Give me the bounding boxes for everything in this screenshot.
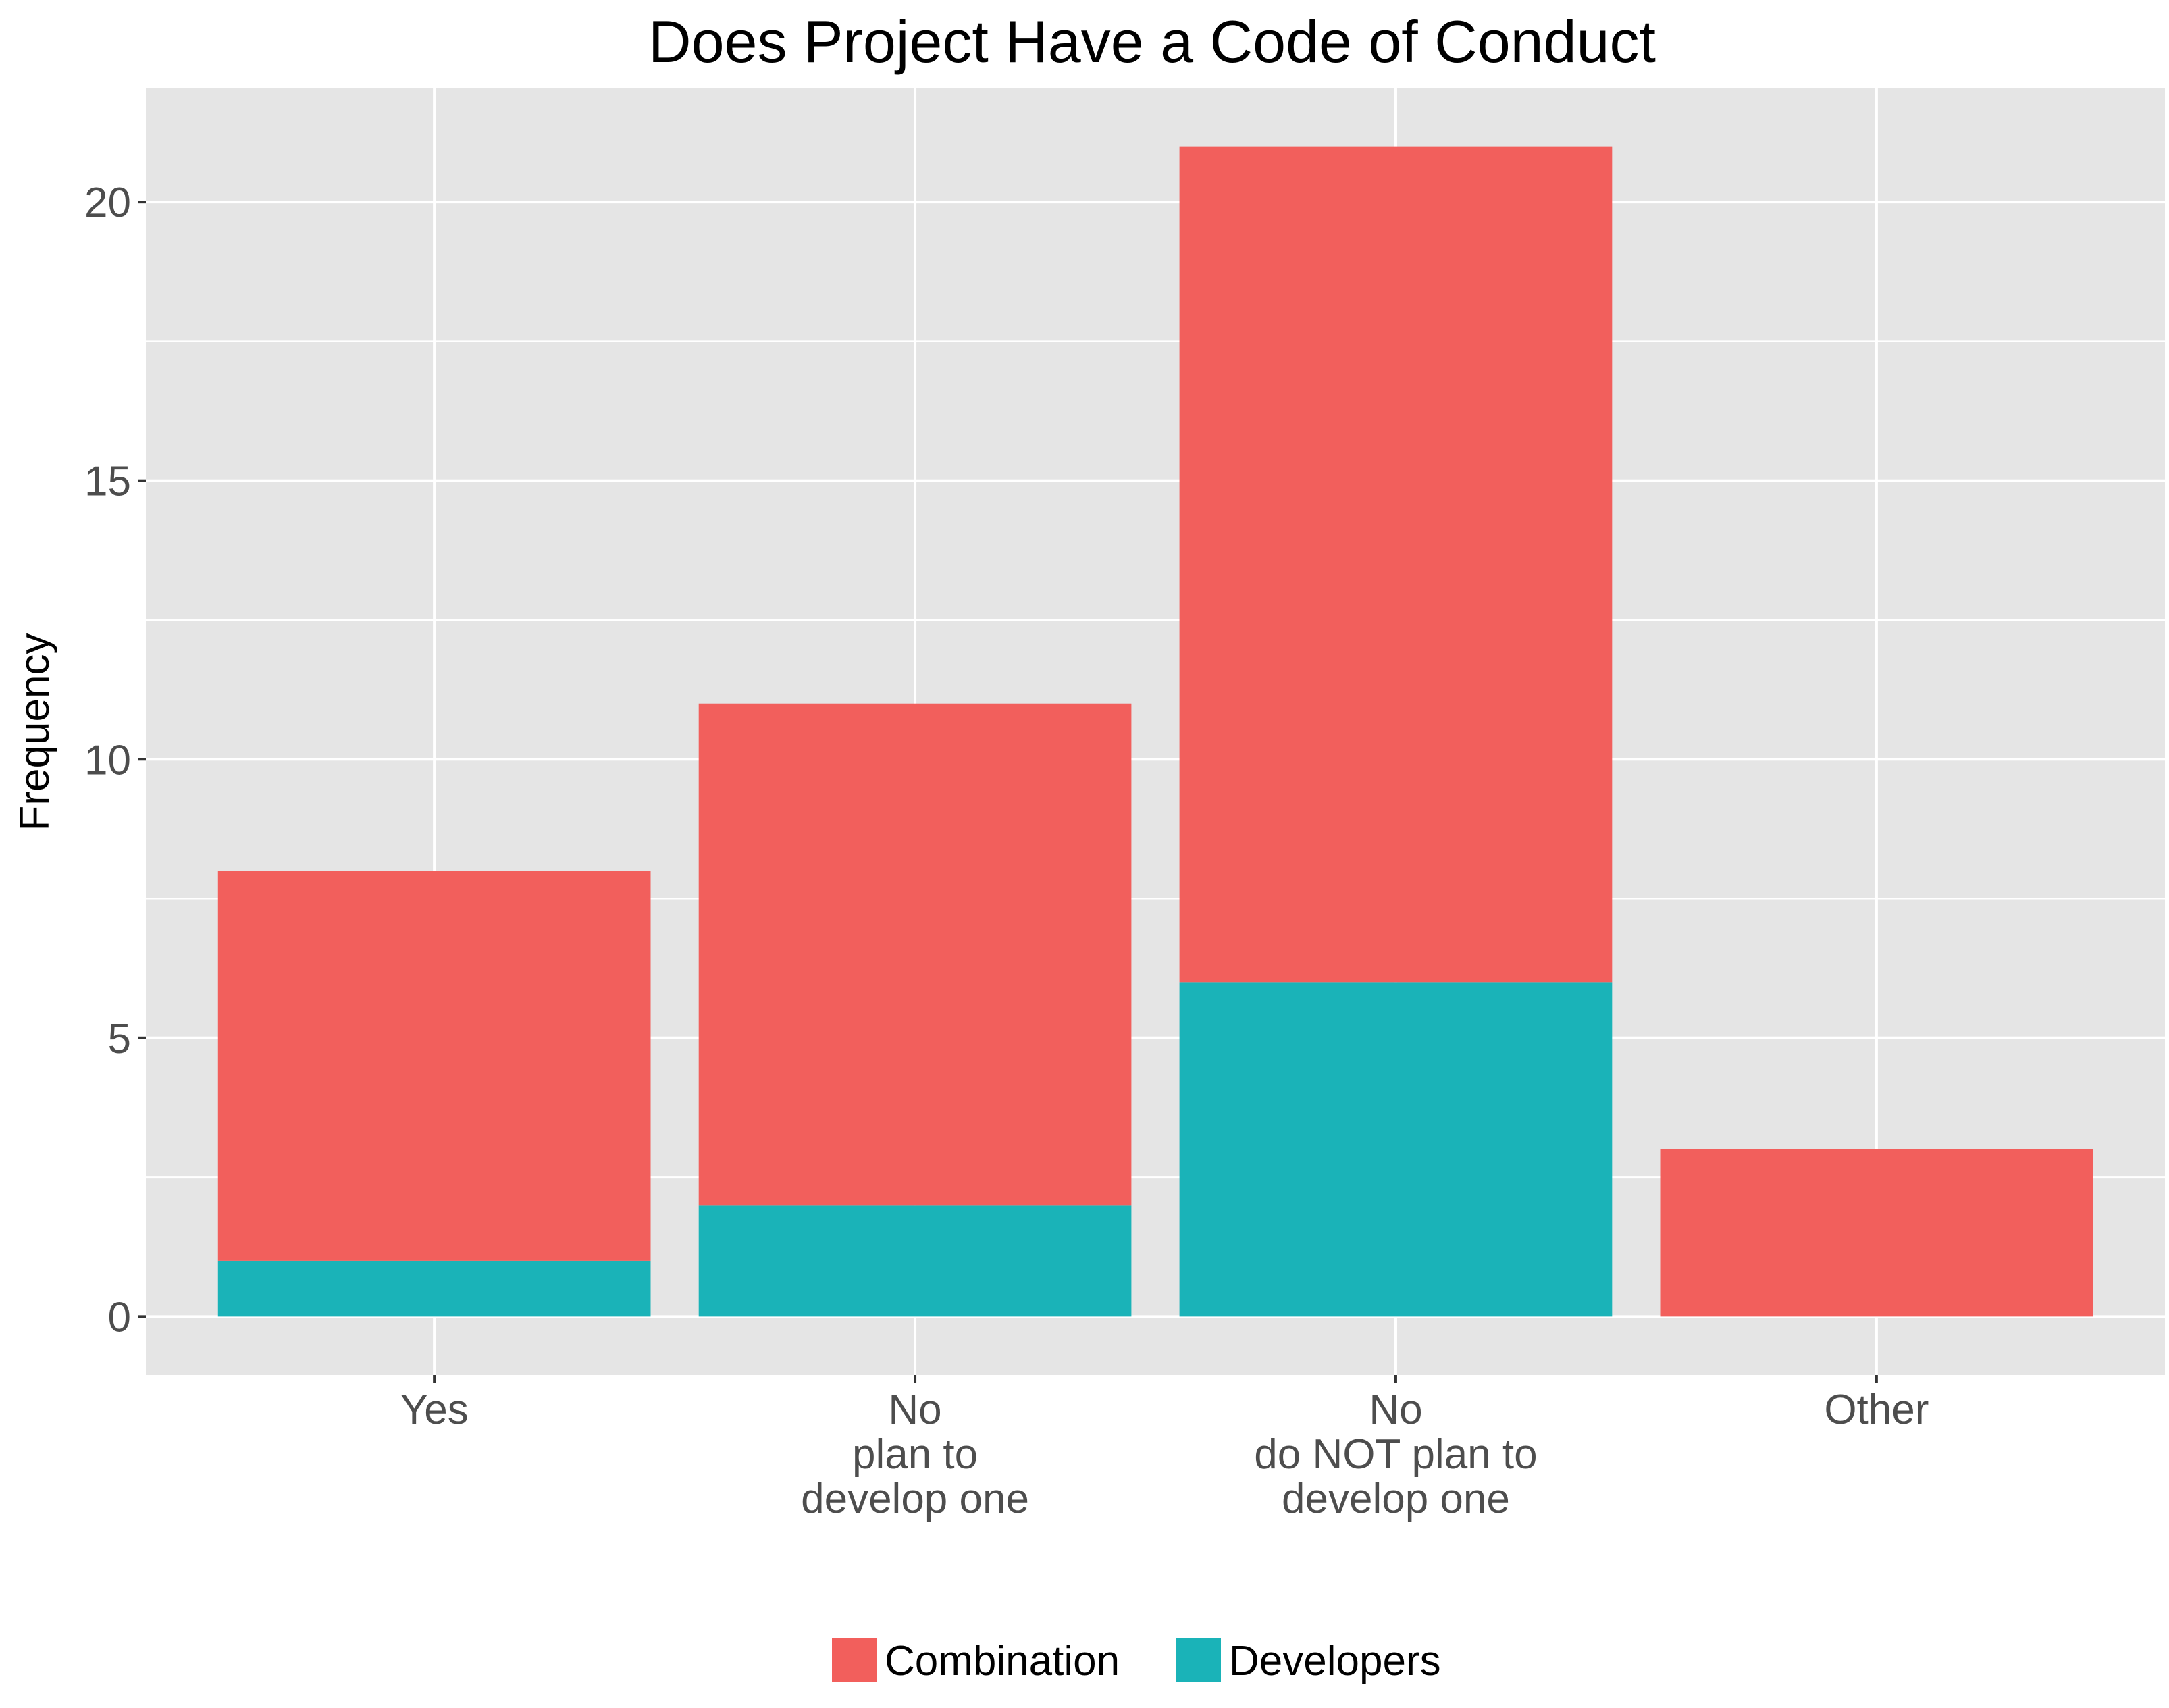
y-axis: 0 5 10 15 20 [84,180,146,1341]
x-tick-label: No [888,1387,941,1433]
y-tick-label: 0 [108,1294,131,1341]
plot-panel [146,88,2165,1375]
y-tick-label: 20 [84,180,131,226]
legend-label: Developers [1229,1638,1441,1684]
bar-developers [217,1260,651,1317]
bar-combination [1660,1149,2093,1317]
legend: Combination Developers [832,1638,1441,1684]
bar-combination [217,871,651,1261]
x-tick-label: Yes [400,1387,469,1433]
legend-label: Combination [885,1638,1120,1684]
x-tick-label: No [1369,1387,1422,1433]
x-tick-label: develop one [1282,1476,1510,1522]
bar-combination [698,703,1132,1206]
legend-key-developers [1176,1638,1221,1682]
x-tick-label: plan to [852,1431,978,1478]
y-tick-label: 5 [108,1016,131,1062]
bar-developers [1179,982,1613,1317]
x-tick-label: develop one [801,1476,1029,1522]
x-tick-label: do NOT plan to [1254,1431,1537,1478]
bar-developers [698,1205,1132,1317]
x-tick-label: Other [1824,1387,1929,1433]
legend-key-combination [832,1638,877,1682]
y-axis-title: Frequency [11,633,58,831]
y-tick-label: 15 [84,459,131,505]
chart-title: Does Project Have a Code of Conduct [648,8,1656,75]
bar-combination [1179,146,1613,983]
y-tick-label: 10 [84,737,131,783]
